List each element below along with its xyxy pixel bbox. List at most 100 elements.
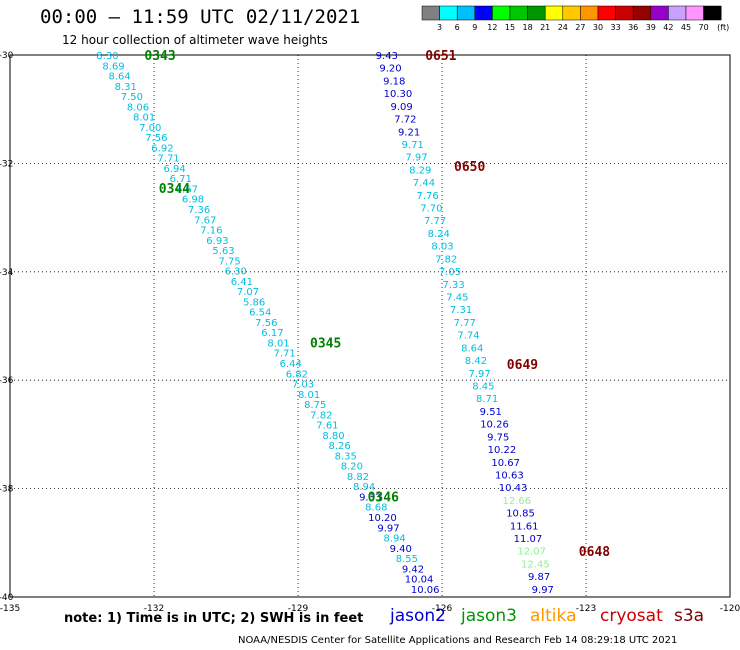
colorbar-label: 15	[505, 23, 515, 32]
wave-height-value: 8.01	[267, 338, 289, 349]
legend-jason3: jason3	[461, 606, 517, 626]
colorbar-swatch	[615, 5, 634, 21]
wave-height-value: 10.26	[480, 420, 509, 431]
wave-height-value: 8.80	[322, 431, 344, 442]
chart-subtitle: 12 hour collection of altimeter wave hei…	[62, 33, 328, 47]
colorbar-swatch	[597, 5, 616, 21]
wave-height-value: 7.77	[454, 318, 476, 329]
wave-height-value: 6.94	[164, 164, 186, 175]
colorbar-label: (ft)	[717, 23, 729, 32]
wave-height-value: 10.85	[506, 509, 535, 520]
wave-height-value: 10.06	[411, 585, 440, 596]
colorbar-label: 24	[558, 23, 568, 32]
wave-height-value: 6.93	[206, 236, 228, 247]
wave-height-value: 7.33	[443, 280, 465, 291]
x-tick-label: -132	[144, 604, 164, 614]
colorbar-label: 9	[472, 23, 477, 32]
wave-height-value: 6.92	[151, 143, 173, 154]
wave-height-value: 7.75	[219, 256, 241, 267]
time-label: 0346	[368, 491, 399, 506]
colorbar-swatch	[562, 5, 581, 21]
wave-height-value: 8.75	[304, 400, 326, 411]
wave-height-value: 8.42	[465, 356, 487, 367]
time-label: 0344	[159, 182, 190, 197]
wave-height-value: 8.64	[109, 72, 131, 83]
wave-height-value: 10.63	[495, 470, 524, 481]
wave-height-value: 7.45	[446, 293, 468, 304]
wave-height-value: 8.01	[133, 113, 155, 124]
y-tick-label: -38	[0, 485, 14, 495]
wave-height-value: 6.17	[261, 328, 283, 339]
wave-height-value: 10.30	[384, 89, 413, 100]
wave-height-value: 9.09	[391, 102, 413, 113]
wave-height-value: 12.66	[502, 496, 531, 507]
colorbar-label: 36	[628, 23, 638, 32]
colorbar-label: 33	[611, 23, 621, 32]
y-tick-label: -32	[0, 159, 13, 169]
wave-height-value: 8.29	[409, 165, 431, 176]
wave-height-value: 9.51	[480, 407, 502, 418]
wave-height-value: 7.82	[310, 410, 332, 421]
x-tick-label: -120	[720, 604, 740, 614]
wave-height-value: 7.44	[413, 178, 435, 189]
legend-jason2: jason2	[390, 606, 446, 626]
wave-height-value: 8.20	[341, 462, 363, 473]
colorbar-swatch	[456, 5, 476, 21]
x-tick-label: -126	[432, 604, 453, 614]
wave-height-value: 10.22	[488, 445, 517, 456]
wave-height-value: 8.94	[384, 534, 406, 545]
color-scale-legend: 3 6 9 12 15 18 21 24 27 30 33 36 39 42 45 70 (ft)	[421, 5, 729, 32]
wave-height-value: 8.30	[96, 51, 118, 62]
colorbar-label: 45	[681, 23, 691, 32]
wave-height-value: 6.98	[182, 195, 204, 206]
wave-height-value: 12.45	[521, 559, 550, 570]
colorbar-swatch	[509, 5, 528, 21]
legend-s3a: s3a	[674, 606, 705, 626]
footer-credit: NOAA/NESDIS Center for Satellite Applica…	[238, 635, 678, 646]
track-jason3: 8.308.698.648.317.508.068.017.007.566.92…	[96, 49, 439, 596]
wave-height-value: 10.04	[405, 575, 434, 586]
wave-height-value: 10.67	[491, 458, 520, 469]
wave-height-value: 11.07	[514, 534, 543, 545]
wave-height-value: 9.75	[487, 432, 509, 443]
wave-height-value: 9.33	[359, 492, 381, 503]
wave-height-value: 9.42	[402, 564, 424, 575]
wave-height-value: 7.61	[316, 421, 338, 432]
colorbar-label: 30	[593, 23, 603, 32]
plot-frame	[9, 54, 731, 598]
wave-height-value: 7.71	[274, 349, 296, 360]
wave-height-value: 7.36	[188, 205, 210, 216]
wave-height-value: 9.40	[390, 544, 412, 555]
wave-height-value: 6.71	[170, 174, 192, 185]
colorbar-label: 70	[699, 23, 709, 32]
wave-height-value: 7.67	[194, 215, 216, 226]
wave-height-value: 5.63	[212, 246, 234, 257]
wave-height-value: 5.86	[243, 297, 265, 308]
wave-height-value: 11.61	[510, 521, 539, 532]
wave-height-value: 9.20	[379, 64, 401, 75]
grid-lines	[10, 55, 730, 597]
wave-height-value: 8.55	[396, 554, 418, 565]
y-tick-label: -34	[0, 268, 14, 278]
wave-height-value: 7.74	[457, 331, 479, 342]
time-label: 0651	[425, 49, 456, 64]
colorbar-label: 42	[663, 23, 673, 32]
wave-height-value: 7.16	[200, 226, 222, 237]
wave-height-value: 8.64	[461, 343, 483, 354]
colorbar-swatch	[544, 5, 564, 21]
footer-note: note: 1) Time is in UTC; 2) SWH is in fe…	[64, 611, 364, 626]
colorbar-swatch	[474, 5, 493, 21]
wave-height-value: 6.67	[176, 184, 198, 195]
y-tick-label: -30	[0, 51, 14, 61]
time-label: 0650	[454, 160, 485, 175]
colorbar-label: 39	[646, 23, 656, 32]
wave-height-value: 6.30	[225, 267, 247, 278]
colorbar-swatch	[439, 5, 458, 21]
wave-height-value: 9.97	[377, 523, 399, 534]
legend-altika: altika	[530, 606, 577, 626]
wave-height-value: 7.77	[424, 216, 446, 227]
colorbar-swatch	[650, 5, 669, 21]
wave-height-value: 9.21	[398, 127, 420, 138]
x-tick-label: -129	[288, 604, 309, 614]
